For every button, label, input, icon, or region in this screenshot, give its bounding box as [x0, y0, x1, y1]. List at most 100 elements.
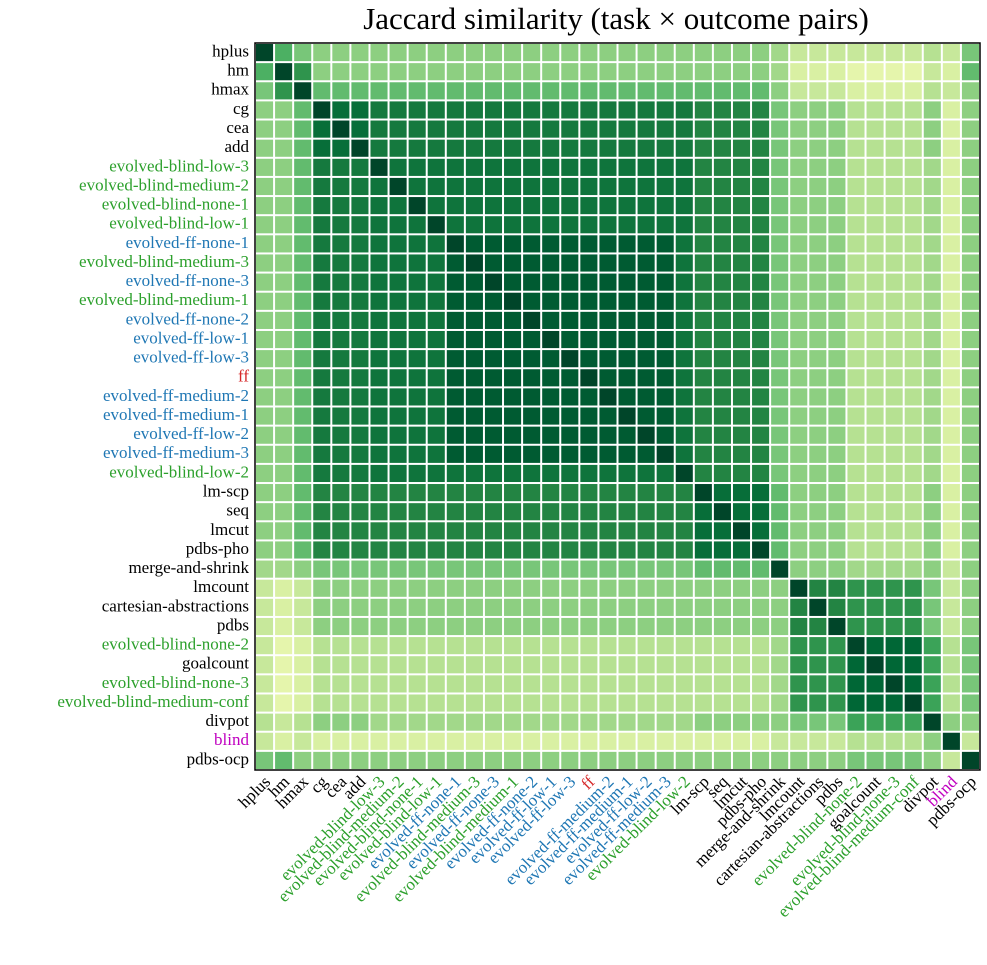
cell [408, 426, 426, 444]
cell [427, 292, 445, 310]
cell [370, 120, 388, 138]
cell [275, 273, 293, 291]
cell [885, 732, 903, 750]
cell [942, 426, 960, 444]
cell [523, 426, 541, 444]
cell [294, 732, 312, 750]
cell [866, 369, 884, 387]
cell [790, 101, 808, 119]
cell [351, 158, 369, 176]
cell [828, 598, 846, 616]
cell [484, 197, 503, 215]
cell [885, 311, 903, 329]
cell [637, 235, 655, 253]
cell [427, 82, 445, 100]
cell [923, 388, 941, 406]
cell [923, 273, 941, 291]
cell [790, 82, 808, 100]
cell [885, 177, 903, 196]
cell [446, 751, 464, 769]
cell [351, 197, 369, 215]
cell [389, 44, 407, 62]
cell [580, 101, 598, 119]
cell [752, 235, 770, 253]
cell [790, 617, 808, 636]
cell [656, 560, 674, 578]
cell [427, 235, 445, 253]
cell [542, 484, 560, 502]
cell [523, 235, 541, 253]
cell [523, 713, 541, 731]
cell [446, 656, 464, 674]
cell [332, 560, 350, 578]
cell [885, 464, 903, 483]
cell [885, 694, 903, 712]
cell [389, 330, 407, 349]
cell [885, 254, 903, 272]
cell [866, 522, 884, 540]
cell [313, 82, 331, 100]
plot-frame [254, 42, 981, 771]
cell [961, 273, 979, 291]
cell [656, 751, 674, 769]
cell [809, 235, 827, 253]
cell [408, 656, 426, 674]
cell [313, 350, 331, 368]
y-tick-label: hm [227, 61, 249, 80]
cell [351, 694, 369, 712]
cell [561, 388, 579, 406]
cell [599, 694, 617, 712]
cell [561, 484, 579, 502]
cell [656, 713, 674, 731]
cell [694, 330, 712, 349]
cell [370, 330, 388, 349]
cell [332, 445, 350, 463]
y-tick-label: add [224, 137, 249, 156]
cell [389, 63, 407, 81]
cell [599, 311, 617, 329]
cell [427, 713, 445, 731]
cell [484, 675, 503, 693]
cell [542, 177, 560, 196]
cell [465, 637, 483, 655]
cell [465, 197, 483, 215]
y-tick-label: pdbs [217, 615, 249, 634]
cell [313, 158, 331, 176]
cell [828, 292, 846, 310]
cell [313, 617, 331, 636]
cell [599, 713, 617, 731]
cell [828, 445, 846, 463]
cell [790, 350, 808, 368]
cell [656, 732, 674, 750]
cell [313, 522, 331, 540]
cell [637, 598, 655, 616]
cell [504, 503, 522, 521]
cell [637, 713, 655, 731]
cell [275, 292, 293, 310]
cell [656, 694, 674, 712]
cell [885, 350, 903, 368]
cell [961, 579, 979, 597]
cell [713, 732, 731, 750]
cell [885, 617, 903, 636]
y-tick-label: hplus [212, 41, 249, 60]
cell [275, 158, 293, 176]
cell [790, 503, 808, 521]
cell [256, 598, 274, 616]
cell [561, 560, 579, 578]
cell [942, 235, 960, 253]
cell [828, 503, 846, 521]
cell [580, 44, 598, 62]
cell [904, 560, 922, 578]
cell [923, 522, 941, 540]
cell [847, 426, 865, 444]
cell [408, 177, 426, 196]
cell [465, 522, 483, 540]
cell [961, 330, 979, 349]
cell [256, 713, 274, 731]
cell [427, 330, 445, 349]
cell [752, 656, 770, 674]
cell [790, 407, 808, 425]
cell [561, 445, 579, 463]
cell [732, 426, 751, 444]
